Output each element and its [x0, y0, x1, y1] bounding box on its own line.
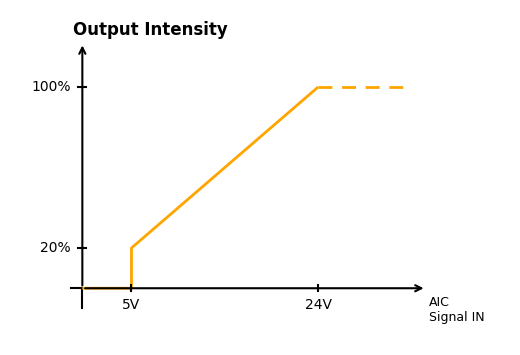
Text: 20%: 20%	[40, 241, 71, 255]
Text: Output Intensity: Output Intensity	[72, 21, 227, 39]
Text: AIC
Signal IN: AIC Signal IN	[430, 296, 485, 324]
Text: 100%: 100%	[31, 80, 71, 94]
Text: 5V: 5V	[122, 298, 140, 312]
Text: 24V: 24V	[305, 298, 332, 312]
